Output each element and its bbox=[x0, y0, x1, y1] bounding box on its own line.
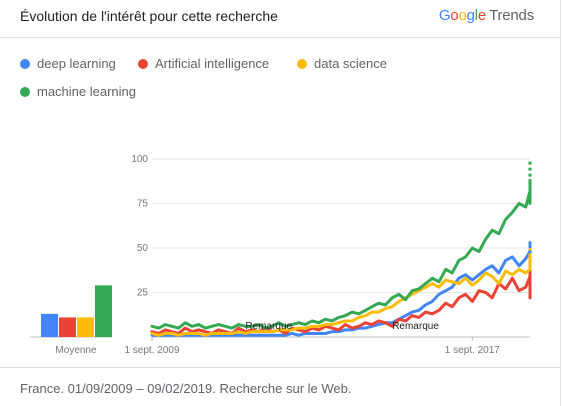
chart-title: Évolution de l'intérêt pour cette recher… bbox=[20, 8, 278, 24]
legend-item-data-science[interactable]: data science bbox=[297, 56, 387, 71]
series-line bbox=[150, 241, 532, 337]
red-dot-icon bbox=[138, 59, 148, 69]
y-tick-label: 25 bbox=[137, 288, 149, 299]
legend-label: data science bbox=[314, 56, 387, 71]
footer-caption: France. 01/09/2009 – 09/02/2019. Recherc… bbox=[20, 381, 352, 396]
series-line bbox=[150, 253, 532, 337]
legend-item-machine-learning[interactable]: machine learning bbox=[20, 84, 136, 99]
x-tick-label: 1 sept. 2017 bbox=[445, 345, 500, 356]
average-bar bbox=[95, 285, 112, 337]
footer-divider bbox=[0, 367, 560, 368]
series-line bbox=[150, 178, 532, 330]
google-wordmark: Google bbox=[438, 7, 487, 24]
average-label: Moyenne bbox=[55, 345, 97, 356]
blue-dot-icon bbox=[20, 59, 30, 69]
series-line bbox=[150, 267, 532, 335]
average-bar bbox=[59, 317, 76, 337]
average-bar bbox=[41, 313, 58, 337]
annotation-label: Remarque bbox=[392, 321, 439, 332]
header-divider bbox=[0, 37, 560, 38]
green-dot-icon bbox=[20, 87, 30, 97]
trends-label: Trends bbox=[489, 7, 534, 24]
legend-item-deep-learning[interactable]: deep learning bbox=[20, 56, 116, 71]
legend-label: Artificial intelligence bbox=[155, 56, 270, 71]
google-trends-logo[interactable]: Google Trends bbox=[439, 7, 534, 24]
legend-item-artificial-intelligence[interactable]: Artificial intelligence bbox=[138, 56, 269, 71]
y-tick-label: 75 bbox=[137, 199, 149, 210]
y-tick-label: 100 bbox=[131, 154, 148, 165]
y-tick-label: 50 bbox=[137, 243, 149, 254]
legend-label: deep learning bbox=[37, 56, 116, 71]
legend-label: machine learning bbox=[37, 84, 137, 99]
trends-chart: Moyenne 25 50 75 100 1 sept. 2009 1 sept. 2017… bbox=[30, 154, 532, 356]
annotation-label: Remarque bbox=[245, 321, 292, 332]
average-bar bbox=[77, 317, 94, 337]
x-tick-label: 1 sept. 2009 bbox=[124, 345, 179, 356]
card-header: Évolution de l'intérêt pour cette recher… bbox=[20, 6, 534, 32]
yellow-dot-icon bbox=[297, 59, 307, 69]
